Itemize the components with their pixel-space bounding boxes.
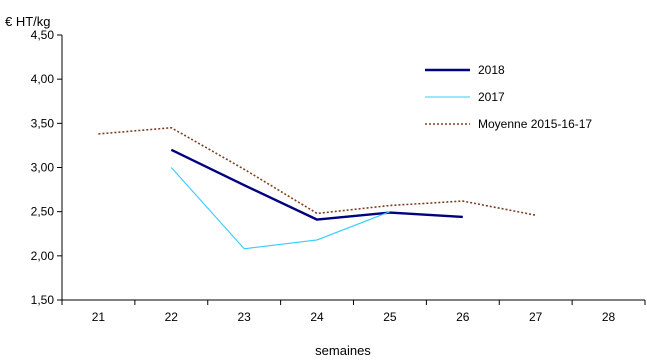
x-tick-label: 23 <box>238 310 252 324</box>
y-tick-label: 4,50 <box>31 28 55 42</box>
series-lines <box>98 126 536 250</box>
legend-label: 2018 <box>478 63 505 77</box>
y-tick-label: 1,50 <box>31 293 55 307</box>
x-tick-label: 27 <box>529 310 543 324</box>
y-tick-label: 3,50 <box>31 116 55 130</box>
x-tick-label: 26 <box>456 310 470 324</box>
series-line-1 <box>170 148 463 221</box>
y-tick-label: 3,00 <box>31 161 55 175</box>
x-tick-label: 24 <box>310 310 324 324</box>
x-tick-label: 21 <box>92 310 106 324</box>
x-tick-label: 28 <box>602 310 616 324</box>
x-axis-label: semaines <box>315 343 371 358</box>
legend-label: Moyenne 2015-16-17 <box>478 117 592 131</box>
axes: 1,50 2,00 2,50 3,00 3,50 4,00 4,50 21 22 23 24 25 26… <box>31 28 646 324</box>
legend: 2018 2017 Moyenne 2015-16-17 <box>425 63 592 131</box>
y-tick-label: 2,00 <box>31 249 55 263</box>
y-tick-label: 4,00 <box>31 72 55 86</box>
legend-label: 2017 <box>478 90 505 104</box>
x-tick-label: 22 <box>165 310 179 324</box>
y-tick-label: 2,50 <box>31 205 55 219</box>
series-line-2 <box>170 167 391 250</box>
series-line-3 <box>98 126 536 216</box>
y-axis-label: € HT/kg <box>5 14 51 29</box>
x-tick-label: 25 <box>383 310 397 324</box>
